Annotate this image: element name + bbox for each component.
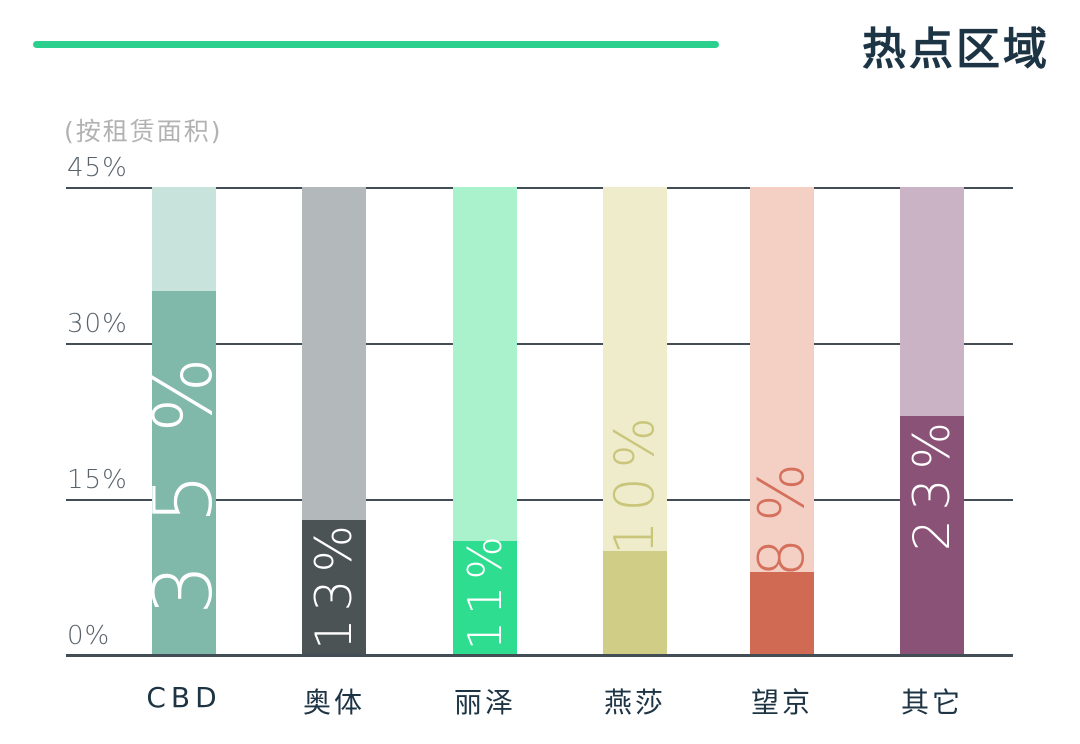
- bar-value-label: 10%: [603, 407, 666, 555]
- page-title: 热点区域: [862, 24, 1050, 75]
- bar-group-cat3: 10%: [603, 187, 667, 655]
- bar-value-segment: [900, 415, 964, 655]
- gridline-45: [66, 187, 1013, 189]
- chart-subtitle: (按租赁面积): [64, 117, 223, 146]
- x-axis-label-cat1: 奥体: [302, 686, 365, 719]
- bar-group-cat5: 23%: [900, 187, 964, 655]
- bar-value-segment: [453, 540, 517, 655]
- bar-value-segment: [302, 519, 366, 655]
- bar-group-cat2: 11%: [453, 187, 517, 655]
- bar-value-segment: [152, 291, 216, 655]
- x-axis-label-cat2: 丽泽: [453, 686, 516, 719]
- x-axis-label-cat5: 其它: [900, 686, 963, 719]
- y-tick-label-30: 30%: [67, 309, 128, 339]
- gridline-30: [66, 343, 1013, 345]
- bar-value-label: 8%: [745, 446, 818, 577]
- x-axis-label-cbd: CBD: [146, 681, 222, 714]
- bar-value-label: 35%: [137, 317, 230, 615]
- bar-group-cat1: 13%: [302, 187, 366, 655]
- y-tick-label-45: 45%: [67, 153, 128, 183]
- bar-group-cat4: 8%: [745, 187, 818, 655]
- bar-value-label: 23%: [903, 412, 961, 551]
- bar-value-label: 11%: [458, 529, 512, 650]
- bar-value-label: 13%: [305, 517, 363, 650]
- gridline-15: [66, 499, 1013, 501]
- y-tick-label-15: 15%: [67, 465, 128, 495]
- bar-value-segment: [750, 571, 814, 655]
- bar-value-segment: [603, 551, 667, 655]
- bar-group-cbd: 35%: [137, 187, 230, 655]
- x-axis-label-cat4: 望京: [750, 686, 813, 719]
- x-axis-label-cat3: 燕莎: [603, 686, 666, 719]
- y-tick-label-0: 0%: [67, 621, 111, 651]
- x-axis-baseline: [66, 654, 1013, 657]
- accent-line: [33, 41, 719, 48]
